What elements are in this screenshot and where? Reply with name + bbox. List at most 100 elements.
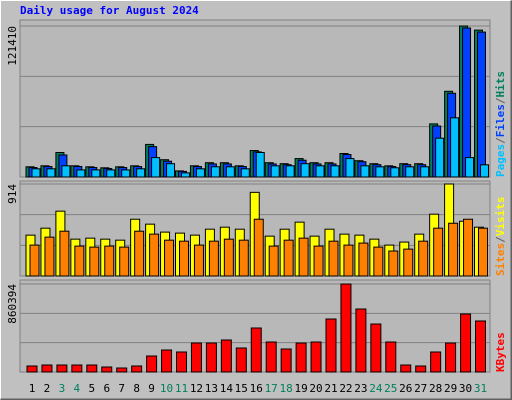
bar [310,341,322,373]
bar [210,166,220,178]
legend-separator: / [494,97,507,104]
bar [29,244,40,277]
x-tick-label: 12 [190,382,203,395]
legend: KBytes [494,332,507,372]
x-tick-label: 22 [339,382,352,395]
bar [179,240,189,277]
x-tick-label: 16 [250,382,263,395]
bar [385,341,397,373]
x-tick-label: 14 [220,382,234,395]
bar [31,168,41,178]
bar [477,31,486,178]
bar [475,320,486,373]
bar [415,365,427,373]
x-tick-label: 30 [459,382,472,395]
bar [345,158,355,178]
bar [131,365,143,373]
bar [445,342,457,373]
legend-separator: / [494,236,507,243]
bar [418,240,429,277]
bar [435,137,445,178]
x-tick-label: 24 [369,382,383,395]
bar [450,117,460,178]
bar [161,349,173,373]
bar [74,245,85,277]
bar [313,245,324,277]
bar [403,248,414,277]
bar [420,166,430,178]
bar [116,367,128,373]
bar [340,283,352,373]
bar [91,169,101,178]
bar [235,347,247,373]
bar [166,163,176,178]
bar [250,327,262,373]
x-tick-label: 9 [148,382,155,395]
bar [119,246,130,277]
bar [181,172,190,178]
bar [101,366,113,373]
bar [106,169,116,178]
bar [298,237,309,277]
bar [268,245,279,277]
bar [255,151,265,178]
bar [405,166,415,178]
bar [460,313,472,373]
bar [89,246,100,277]
bar [430,351,442,373]
bar [370,323,382,373]
x-tick-label: 31 [474,382,487,395]
bar [480,164,489,178]
bar [104,245,115,277]
x-tick-label: 8 [133,382,140,395]
legend-separator: / [494,137,507,144]
bar [208,240,219,277]
bar [325,318,337,373]
bar [253,218,264,277]
y-tick-label: 860394 [6,284,19,324]
bar [86,364,98,373]
bar [400,364,412,373]
bar [61,165,71,178]
chart-title: Daily usage for August 2024 [20,4,199,17]
x-tick-label: 27 [414,382,427,395]
x-tick-label: 6 [103,382,110,395]
bar [283,239,294,277]
bar [433,227,444,277]
bar [300,163,310,178]
legend-entry: Sites [494,243,507,276]
bar [315,165,325,178]
bar [225,166,235,178]
bar [295,342,307,373]
x-tick-label: 7 [118,382,125,395]
x-tick-label: 23 [354,382,367,395]
bar [360,165,370,178]
legend-entry: Files [494,104,507,137]
bar [390,167,400,178]
legend-entry: Visits [494,197,507,237]
legend-entry: Pages [494,144,507,177]
legend-entry: Hits [494,71,507,98]
bar [355,308,367,373]
bar [265,341,277,373]
bar [121,169,131,178]
x-tick-label: 29 [444,382,457,395]
x-tick-label: 18 [280,382,293,395]
bar [205,342,217,373]
x-tick-label: 19 [294,382,307,395]
legend: Pages/Files/Hits [494,71,507,177]
bar [26,365,38,373]
bar [44,236,55,277]
legend-entry: KBytes [494,332,507,372]
bar [176,351,187,373]
bar [46,168,56,178]
x-tick-label: 11 [175,382,188,395]
x-tick-label: 10 [160,382,173,395]
bar [463,218,474,277]
x-tick-label: 28 [429,382,442,395]
x-tick-label: 3 [59,382,66,395]
bar [388,250,399,277]
bar [330,165,340,178]
